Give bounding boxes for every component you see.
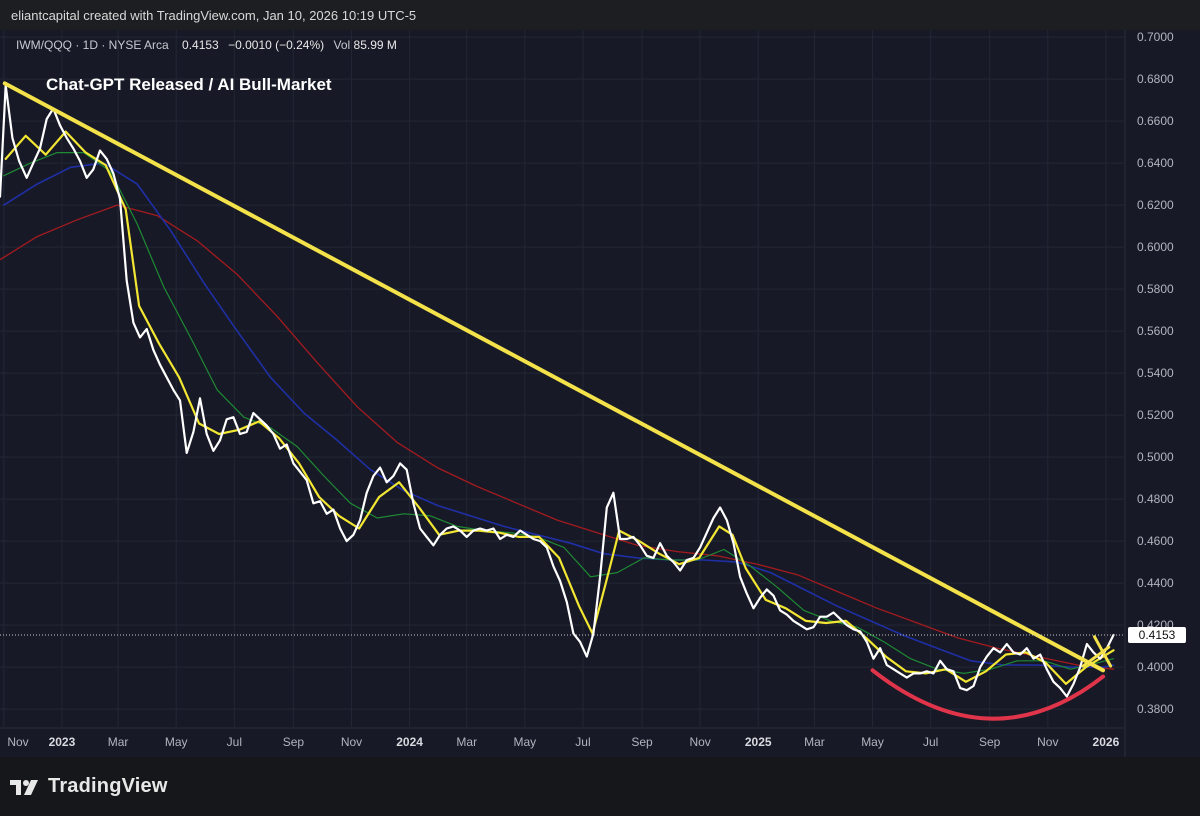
ma-long-red-line (0, 204, 1115, 670)
y-tick-label: 0.5400 (1137, 366, 1174, 380)
price-line (0, 84, 1115, 698)
x-tick-label: Mar (456, 735, 477, 749)
y-tick-label: 0.3800 (1137, 702, 1174, 716)
price-axis[interactable]: 0.7000 0.6800 0.6600 0.6400 0.6200 0.6000 0.58… (1124, 30, 1174, 757)
breakout-wedge-line[interactable] (1092, 635, 1113, 668)
y-tick-label: 0.7000 (1137, 30, 1174, 44)
drawing-layer[interactable] (2, 81, 1113, 721)
ma-long-blue-line (3, 162, 1115, 668)
y-tick-label: 0.6800 (1137, 72, 1174, 86)
change-value: −0.0010 (−0.24%) (228, 38, 324, 52)
x-tick-label: Mar (804, 735, 825, 749)
ma-mid-line (3, 152, 1115, 674)
downtrend-trendline[interactable] (2, 81, 1106, 673)
y-tick-label: 0.6600 (1137, 114, 1174, 128)
y-tick-label: 0.5800 (1137, 282, 1174, 296)
symbol-legend[interactable]: IWM/QQQ · 1D · NYSE Arca 0.4153 −0.0010 … (16, 38, 397, 52)
time-axis[interactable]: Nov 2023 Mar May Jul Sep Nov 2024 Mar May Jul Sep No… (0, 727, 1124, 749)
tradingview-logo-icon (10, 779, 38, 795)
x-tick-label: May (514, 735, 537, 749)
y-tick-label: 0.4000 (1137, 660, 1174, 674)
x-tick-label: Sep (283, 735, 305, 749)
symbol-info: IWM/QQQ · 1D · NYSE Arca (16, 38, 169, 52)
x-tick-label: Sep (979, 735, 1001, 749)
header-bar: eliantcapital created with TradingView.c… (0, 0, 1200, 30)
series-layer (0, 84, 1115, 698)
x-tick-label: Mar (108, 735, 129, 749)
x-tick-label: 2026 (1093, 735, 1120, 749)
y-tick-label: 0.4400 (1137, 576, 1174, 590)
y-tick-label: 0.6400 (1137, 156, 1174, 170)
y-tick-label: 0.5600 (1137, 324, 1174, 338)
rounding-bottom-arc[interactable] (870, 668, 1106, 721)
annotation-label[interactable]: Chat-GPT Released / AI Bull-Market (46, 75, 332, 94)
x-tick-label: May (165, 735, 188, 749)
x-tick-label: 2025 (745, 735, 772, 749)
x-tick-label: Jul (575, 735, 590, 749)
footer-bar: TradingView (0, 757, 1200, 816)
x-tick-label: 2024 (396, 735, 423, 749)
x-tick-label: Nov (341, 735, 362, 749)
x-tick-label: May (861, 735, 884, 749)
y-tick-label: 0.4600 (1137, 534, 1174, 548)
last-price-tag: 0.4153 (1128, 627, 1186, 644)
volume-label: Vol (334, 38, 351, 52)
x-tick-label: Jul (923, 735, 938, 749)
last-value: 0.4153 (182, 38, 219, 52)
last-price-label: 0.4153 (1139, 628, 1176, 642)
x-tick-label: Nov (7, 735, 28, 749)
chart-background (0, 30, 1200, 757)
x-tick-label: Nov (1037, 735, 1058, 749)
y-tick-label: 0.5000 (1137, 450, 1174, 464)
creator-credit: eliantcapital created with TradingView.c… (11, 8, 417, 23)
x-tick-label: Sep (631, 735, 653, 749)
y-tick-label: 0.5200 (1137, 408, 1174, 422)
y-tick-label: 0.6000 (1137, 240, 1174, 254)
x-tick-label: Nov (689, 735, 710, 749)
tradingview-wordmark: TradingView (48, 775, 168, 797)
price-chart-svg[interactable]: 0.7000 0.6800 0.6600 0.6400 0.6200 0.6000 0.58… (0, 30, 1200, 757)
chart-area[interactable]: 0.7000 0.6800 0.6600 0.6400 0.6200 0.6000 0.58… (0, 30, 1200, 757)
x-tick-label: 2023 (49, 735, 76, 749)
volume-value: 85.99 M (354, 38, 397, 52)
tradingview-brand[interactable]: TradingView (10, 775, 168, 798)
y-tick-label: 0.4800 (1137, 492, 1174, 506)
breakout-wedge-line[interactable] (1081, 645, 1111, 668)
x-tick-label: Jul (227, 735, 242, 749)
y-tick-label: 0.6200 (1137, 198, 1174, 212)
svg-text:IWM/QQQ · 1D · NYSE Arca: IWM/QQQ · 1D · NYSE Arca 0.4153 −0.0010 … (16, 38, 397, 52)
